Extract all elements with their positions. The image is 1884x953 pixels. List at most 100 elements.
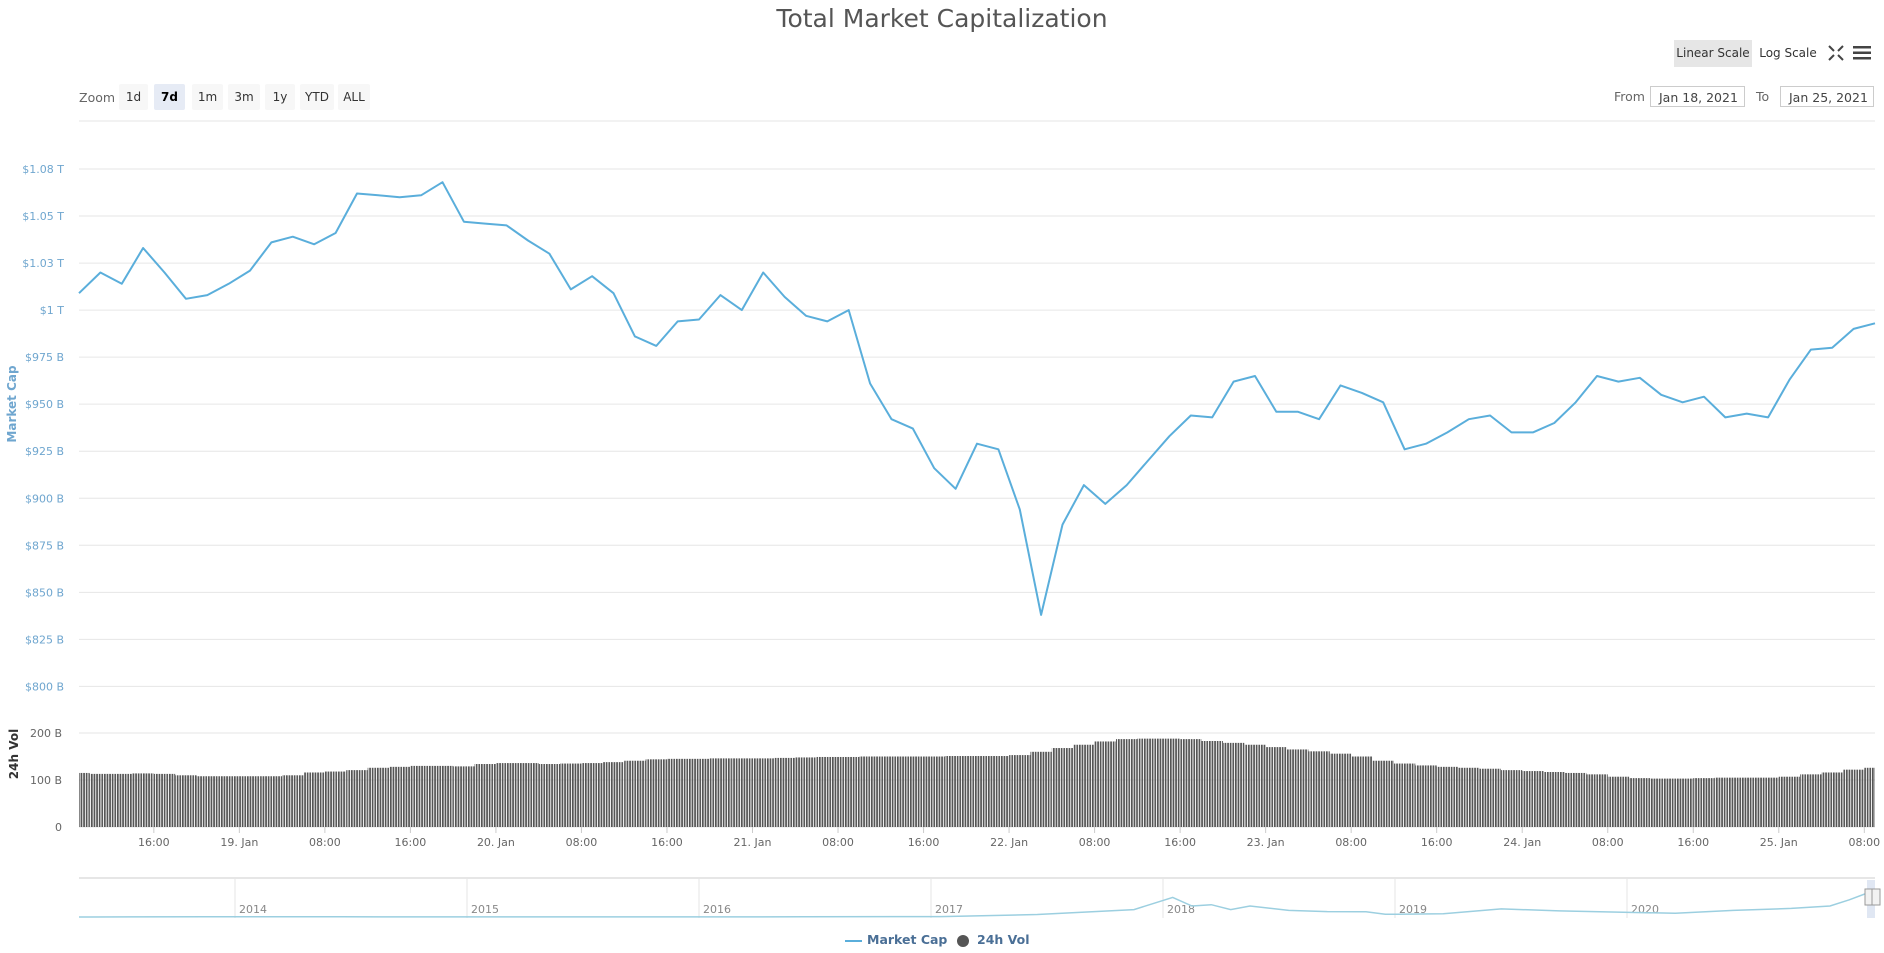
volume-bar[interactable] (217, 776, 240, 827)
volume-bar[interactable] (1650, 778, 1672, 827)
zoom-1m-button[interactable]: 1m (192, 84, 223, 110)
volume-bar[interactable] (1030, 751, 1052, 827)
volume-bar[interactable] (645, 759, 667, 827)
volume-bar[interactable] (1180, 739, 1202, 827)
volume-bar[interactable] (816, 756, 839, 827)
volume-bar[interactable] (175, 775, 197, 827)
volume-bar[interactable] (346, 770, 368, 827)
legend-market-cap[interactable]: Market Cap (867, 932, 948, 947)
zoom-1d-button[interactable]: 1d (119, 84, 148, 110)
volume-bar[interactable] (1479, 768, 1501, 827)
volume-bar[interactable] (239, 776, 261, 827)
volume-bar[interactable] (1522, 771, 1544, 827)
volume-bar[interactable] (324, 771, 347, 827)
legend-24h-vol[interactable]: 24h Vol (977, 932, 1030, 947)
volume-bar[interactable] (132, 773, 154, 827)
volume-bar[interactable] (1607, 776, 1630, 827)
volume-bar[interactable] (196, 776, 218, 827)
volume-bar[interactable] (1800, 774, 1822, 827)
zoom-1y-button[interactable]: 1y (265, 84, 295, 110)
volume-bar[interactable] (731, 758, 753, 827)
volume-bar[interactable] (1693, 778, 1715, 827)
zoom-7d-button[interactable]: 7d (154, 84, 185, 110)
volume-bar[interactable] (1629, 778, 1651, 827)
volume-bar[interactable] (966, 756, 988, 827)
volume-bar[interactable] (923, 756, 945, 828)
volume-bar[interactable] (752, 758, 774, 827)
volume-bar[interactable] (367, 767, 390, 827)
volume-bar[interactable] (795, 757, 817, 827)
volume-bar[interactable] (1115, 739, 1138, 827)
volume-bar[interactable] (79, 772, 90, 827)
volume-bar[interactable] (1137, 738, 1159, 827)
volume-bar[interactable] (1671, 778, 1694, 827)
volume-bar[interactable] (688, 758, 710, 827)
volume-bar[interactable] (1372, 760, 1394, 827)
volume-bar[interactable] (709, 758, 732, 827)
volume-bar[interactable] (902, 756, 924, 828)
volume-bar[interactable] (581, 763, 603, 827)
volume-bar[interactable] (1244, 744, 1266, 827)
volume-bar[interactable] (410, 765, 432, 827)
volume-bar[interactable] (1778, 776, 1801, 827)
volume-bar[interactable] (1051, 748, 1074, 827)
volume-bar[interactable] (1436, 766, 1459, 827)
volume-bar[interactable] (474, 764, 496, 827)
volume-bar[interactable] (859, 756, 881, 828)
volume-bar[interactable] (602, 762, 625, 827)
navigator-handle-right[interactable] (1871, 888, 1881, 906)
volume-bar[interactable] (1222, 742, 1245, 827)
volume-bar[interactable] (1586, 774, 1608, 827)
volume-bar[interactable] (1287, 749, 1309, 827)
volume-bar[interactable] (1458, 767, 1480, 827)
volume-bar[interactable] (1821, 772, 1843, 827)
volume-bar[interactable] (1543, 772, 1565, 827)
volume-bar[interactable] (1308, 751, 1330, 827)
volume-bar[interactable] (153, 773, 176, 827)
volume-bar[interactable] (944, 756, 967, 827)
log-scale-button[interactable]: Log Scale (1759, 46, 1817, 60)
volume-bar[interactable] (517, 763, 539, 827)
hamburger-menu-icon[interactable] (1853, 45, 1871, 61)
zoom-ytd-button[interactable]: YTD (300, 84, 334, 110)
volume-bar[interactable] (1393, 763, 1416, 827)
volume-bar[interactable] (111, 773, 133, 827)
volume-bar[interactable] (1864, 767, 1875, 827)
volume-bar[interactable] (838, 756, 860, 827)
volume-bar[interactable] (1415, 765, 1437, 827)
volume-bar[interactable] (1009, 755, 1031, 827)
volume-bar[interactable] (1500, 770, 1523, 827)
zoom-all-button[interactable]: ALL (338, 84, 370, 110)
volume-bar[interactable] (389, 766, 411, 827)
volume-bar[interactable] (1714, 777, 1737, 827)
volume-bar[interactable] (1073, 744, 1095, 827)
volume-bar[interactable] (560, 763, 582, 827)
volume-bar[interactable] (538, 764, 561, 827)
linear-scale-button[interactable]: Linear Scale (1674, 40, 1752, 67)
volume-bar[interactable] (260, 776, 283, 827)
volume-bar[interactable] (89, 773, 112, 827)
volume-bar[interactable] (1564, 772, 1587, 827)
volume-bar[interactable] (1201, 740, 1223, 827)
volume-bar[interactable] (495, 763, 518, 827)
volume-bar[interactable] (1757, 777, 1779, 827)
volume-bar[interactable] (1265, 747, 1288, 827)
volume-bar[interactable] (987, 756, 1010, 827)
volume-bar[interactable] (1158, 738, 1181, 827)
volume-bar[interactable] (303, 772, 325, 827)
from-date-input[interactable]: Jan 18, 2021 (1650, 86, 1745, 107)
volume-bar[interactable] (453, 766, 475, 827)
to-date-input[interactable]: Jan 25, 2021 (1780, 86, 1874, 107)
volume-bar[interactable] (431, 765, 454, 827)
volume-bar[interactable] (282, 775, 304, 827)
market-cap-line[interactable] (78, 181, 1876, 616)
volume-bar[interactable] (1842, 769, 1865, 827)
volume-bar[interactable] (1736, 777, 1758, 827)
fullscreen-icon[interactable] (1826, 43, 1846, 63)
volume-bar[interactable] (624, 760, 646, 827)
zoom-3m-button[interactable]: 3m (228, 84, 260, 110)
volume-bar[interactable] (666, 758, 689, 827)
volume-bar[interactable] (880, 756, 903, 828)
volume-bar[interactable] (1094, 741, 1116, 827)
volume-bar[interactable] (773, 757, 796, 827)
